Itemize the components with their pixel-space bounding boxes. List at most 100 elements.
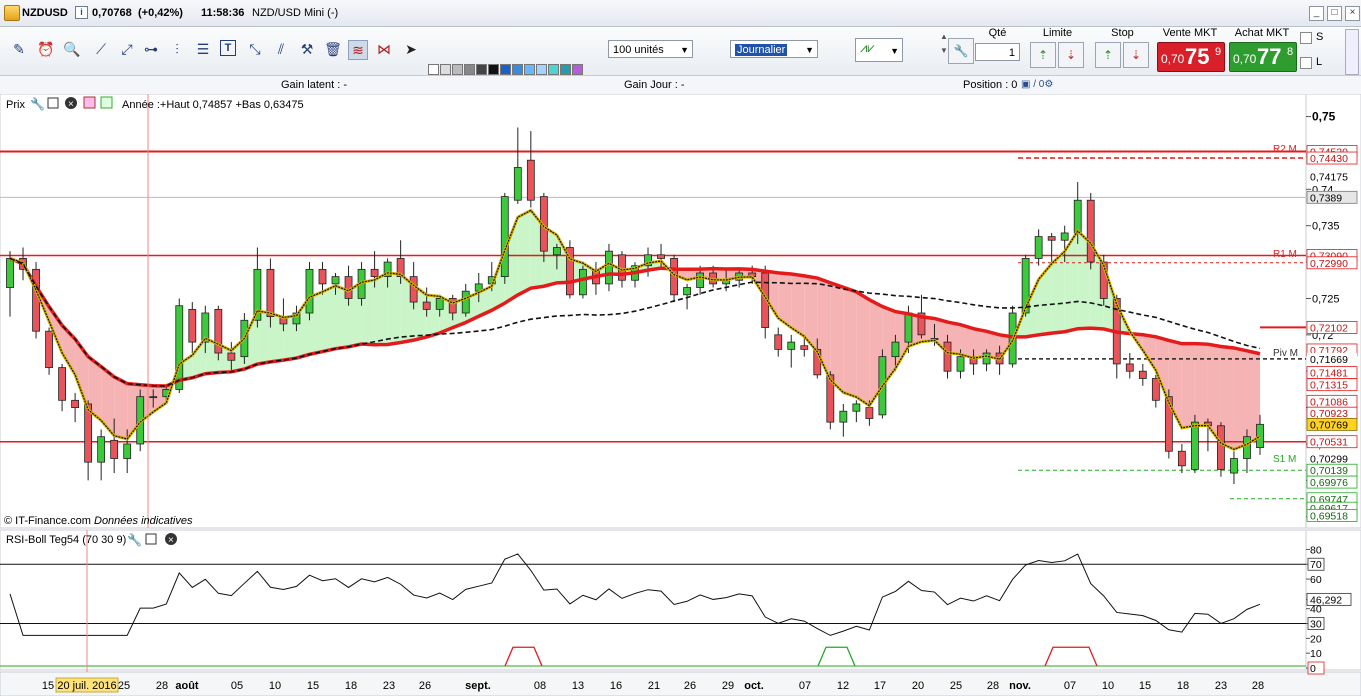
candle-body [227, 352, 236, 361]
buy-label: Achat MKT [1234, 27, 1290, 39]
candle-body [644, 254, 652, 267]
trash-icon[interactable]: 🗑 [324, 41, 342, 57]
move-down-icon[interactable] [83, 96, 96, 109]
candle-body [461, 290, 470, 314]
buy-market-button[interactable]: 0,70 77 8 [1229, 42, 1297, 72]
price-label-box [1307, 452, 1357, 465]
candle-body [774, 334, 783, 350]
stop-buy-button[interactable]: ⇡ [1095, 42, 1121, 68]
rsi-tick-label: 20 [1310, 633, 1322, 645]
candle [71, 393, 80, 423]
candle-body [800, 345, 809, 350]
settings-wrench-button[interactable]: 🔧 [948, 38, 974, 64]
alarm-icon[interactable]: ⏰ [37, 41, 55, 57]
price-tick-label: 0,735 [1312, 221, 1340, 233]
candle [214, 305, 223, 361]
price-panel-header: Prix 🔧 × Année :+Haut 0,74857 +Bas 0,634… [6, 96, 304, 111]
sell-market-button[interactable]: 0,70 75 9 [1157, 42, 1225, 72]
maximize-panel-icon[interactable] [145, 533, 157, 545]
time-axis[interactable]: 15 20 juil. 2016 25 28 août 05 10 15 18 23 26 sept.… [42, 677, 1264, 693]
limit-sell-button[interactable]: ⇣ [1058, 42, 1084, 68]
chart-type-select[interactable]: ⩘⩗ ▼ [855, 38, 903, 62]
candle-body [175, 305, 184, 390]
quantity-select[interactable]: 100 unités ▼ [608, 40, 693, 58]
s-checkbox[interactable] [1300, 32, 1312, 44]
parallel-icon[interactable]: ⫽ [277, 41, 285, 57]
candle-body [1047, 236, 1056, 241]
quantity-input[interactable]: 1 [975, 43, 1020, 61]
price-label-box [1306, 417, 1358, 431]
time-axis-label: 05 [231, 680, 243, 692]
limit-buy-button[interactable]: ⇡ [1030, 42, 1056, 68]
app-icon [4, 5, 20, 21]
ma-fill-segment [804, 275, 818, 352]
candle [45, 327, 53, 375]
candle [513, 127, 522, 204]
candle-body [1177, 450, 1186, 467]
chevron-down-icon: ▼ [680, 45, 689, 55]
ma-fill-segment [478, 286, 492, 317]
candle-body [683, 287, 691, 296]
price-label-text: 0,70139 [1310, 465, 1348, 477]
time-axis-label: 13 [572, 680, 584, 692]
rsi-tick-label: 30 [1310, 619, 1322, 631]
candle-body [292, 312, 301, 325]
price-label-box [1307, 170, 1357, 183]
candle-body [943, 341, 952, 372]
pencil-icon[interactable]: ✎ [13, 41, 25, 57]
cursor-icon[interactable]: ➤ [405, 41, 417, 57]
candle-body [409, 276, 418, 303]
ray-icon[interactable]: ⤢ [121, 41, 133, 57]
position-icon[interactable]: ▣ / 0⚙ [1021, 79, 1054, 90]
triangle-tool-icon[interactable]: ⋈ [377, 41, 391, 57]
trend-line-icon[interactable]: ⟋ [96, 41, 106, 57]
gain-jour: Gain Jour : - [624, 79, 685, 91]
s-label: S [1316, 31, 1324, 43]
period-select[interactable]: Journalier ▼ [730, 40, 818, 58]
price-tick-label: 0,725 [1312, 293, 1340, 305]
tools-icon[interactable]: ⚒ [300, 41, 314, 57]
stop-sell-button[interactable]: ⇣ [1123, 42, 1149, 68]
time-axis-label: 20 juil. 2016 [57, 680, 116, 692]
close-panel-icon[interactable] [165, 533, 177, 545]
rsi-tick-label: 60 [1310, 574, 1322, 586]
chart-area[interactable]: 0,750,740,7350,730,7250,720,7150,710,705… [0, 94, 1361, 696]
order-panel-collapse[interactable]: ▲ ▼ [940, 32, 948, 55]
channel-icon[interactable]: ⤡ [249, 41, 261, 57]
toolbar: ✎ ⏰ 🔍 ⟋ ⤢ ⊶ ⫶ ☰ T ⤡ ⫽ ⚒ 🗑 ≋ ⋈ ➤ [0, 27, 1361, 88]
wrench-icon[interactable]: 🔧 [127, 532, 142, 547]
status-row: Gain latent : - Gain Jour : - Position :… [0, 76, 1361, 95]
maximize-panel-icon[interactable] [47, 97, 59, 109]
order-scrollbar[interactable] [1345, 29, 1359, 75]
wave-tool-icon[interactable]: ≋ [348, 40, 368, 60]
price-label-box [1306, 509, 1358, 522]
zoom-icon[interactable]: 🔍 [63, 41, 81, 57]
horizontal-line-icon[interactable]: ⊶ [144, 41, 158, 57]
ma-fill-segment [1038, 263, 1052, 335]
vertical-line-icon[interactable]: ⫶ [175, 41, 179, 57]
time-axis-label: 23 [1215, 680, 1227, 692]
candle-body [1217, 425, 1225, 470]
price-panel-label: Prix [6, 99, 25, 111]
price-label-text: 0,72990 [1310, 258, 1348, 270]
price-label-text: 0,74175 [1310, 172, 1348, 184]
wrench-icon[interactable]: 🔧 [30, 96, 45, 111]
candle [331, 272, 340, 295]
ma-fill-segment [283, 315, 297, 361]
close-button[interactable]: × [1345, 6, 1360, 21]
info-icon[interactable]: i [75, 6, 88, 19]
close-panel-icon[interactable] [65, 97, 77, 109]
move-up-icon[interactable] [100, 96, 113, 109]
minimize-button[interactable]: _ [1309, 6, 1324, 21]
l-checkbox[interactable] [1300, 57, 1312, 69]
maximize-button[interactable]: □ [1327, 6, 1342, 21]
fibonacci-icon[interactable]: ☰ [196, 41, 210, 57]
price-axis[interactable]: 0,750,740,7350,730,7250,720,7150,710,705… [1306, 110, 1358, 524]
level-r1-label: R1 M [1273, 249, 1297, 260]
date-highlight-box [55, 677, 119, 693]
time-axis-label: 21 [648, 680, 660, 692]
ma-fill-segment [973, 328, 987, 359]
text-icon[interactable]: T [220, 40, 236, 56]
candle-body [1190, 421, 1199, 470]
